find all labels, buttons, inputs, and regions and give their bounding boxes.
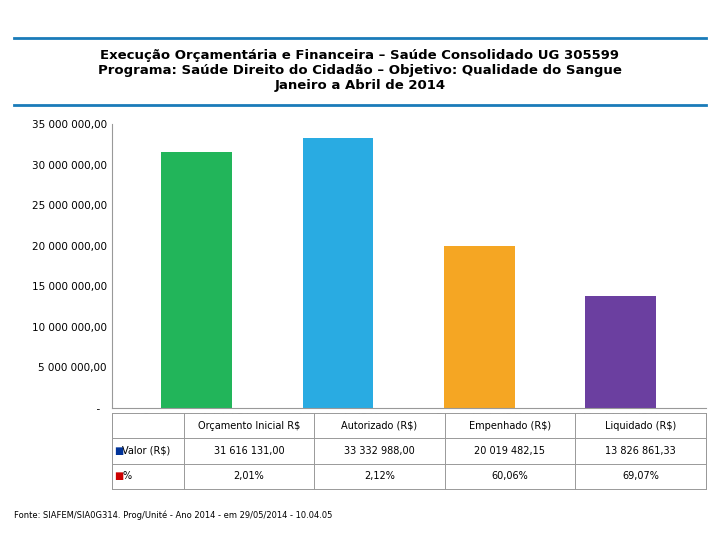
Text: 69,07%: 69,07% (622, 471, 659, 481)
Text: 33 332 988,00: 33 332 988,00 (344, 446, 415, 456)
Text: ■: ■ (114, 446, 123, 456)
Text: Valor (R$): Valor (R$) (122, 446, 171, 456)
Text: 20 019 482,15: 20 019 482,15 (474, 446, 545, 456)
Text: ■: ■ (114, 471, 123, 481)
Text: 2,01%: 2,01% (233, 471, 264, 481)
Text: 60,06%: 60,06% (492, 471, 528, 481)
Text: Execução Orçamentária e Financeira – Saúde Consolidado UG 305599
Programa: Saúde: Execução Orçamentária e Financeira – Saú… (98, 49, 622, 92)
Text: 13 826 861,33: 13 826 861,33 (605, 446, 676, 456)
Text: 31 616 131,00: 31 616 131,00 (214, 446, 284, 456)
Text: Empenhado (R$): Empenhado (R$) (469, 421, 551, 431)
Bar (302, 138, 373, 408)
Text: Fonte: SIAFEM/SIA0G314. Prog/Unité - Ano 2014 - em 29/05/2014 - 10.04.05: Fonte: SIAFEM/SIA0G314. Prog/Unité - Ano… (14, 511, 333, 521)
Bar (161, 152, 232, 408)
Bar (585, 296, 656, 408)
Text: 2,12%: 2,12% (364, 471, 395, 481)
Text: %: % (122, 471, 132, 481)
Text: Autorizado (R$): Autorizado (R$) (341, 421, 418, 431)
Bar (444, 246, 515, 408)
Text: Liquidado (R$): Liquidado (R$) (605, 421, 676, 431)
Text: Orçamento Inicial R$: Orçamento Inicial R$ (198, 421, 300, 431)
